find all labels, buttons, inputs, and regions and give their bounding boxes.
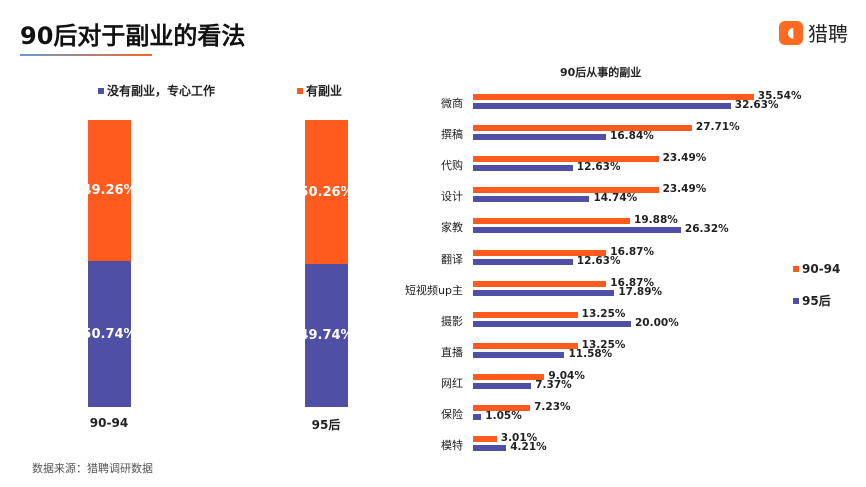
data-label: 7.23% xyxy=(534,401,571,413)
legend-90-94: 90-94 xyxy=(793,262,840,276)
category-label: 撰稿 xyxy=(441,128,463,142)
bar-segment-side-job: 49.26% xyxy=(82,120,137,262)
data-label: 16.84% xyxy=(610,130,654,143)
data-label: 12.63% xyxy=(576,254,621,267)
bar-90-94 xyxy=(473,311,578,318)
bar-90-94 xyxy=(473,156,659,163)
bar-90-94 xyxy=(473,249,607,256)
liepin-logo-icon: ◖ xyxy=(779,20,803,45)
legend-label: 有副业 xyxy=(306,84,343,98)
data-label: 16.87% xyxy=(610,245,654,258)
bar-90-94 xyxy=(473,280,607,287)
data-label: 16.87% xyxy=(610,276,654,289)
data-label: 20.00% xyxy=(635,316,679,329)
category-label: 翻译 xyxy=(441,252,463,266)
data-label: 11.58% xyxy=(568,347,613,360)
bar-90-94 xyxy=(473,94,754,100)
data-label: 17.89% xyxy=(618,285,663,298)
data-label: 32.63% xyxy=(734,99,779,111)
category-label: 保险 xyxy=(441,408,463,421)
bar-95 xyxy=(473,196,590,203)
category-label: 设计 xyxy=(441,190,463,204)
bar-95 xyxy=(473,320,631,327)
bar-90-94 xyxy=(473,373,545,380)
bar-90-94 xyxy=(473,125,692,132)
bar-95 xyxy=(473,382,532,389)
legend-label: 没有副业，专心工作 xyxy=(107,84,216,98)
bar-95 xyxy=(473,351,565,358)
category-label: 直播 xyxy=(441,345,463,359)
bar-95 xyxy=(473,103,731,109)
bar-95 xyxy=(473,414,482,420)
data-label: 19.88% xyxy=(634,214,678,227)
page-title: 90后对于副业的看法 xyxy=(20,22,246,50)
category-label: 短视频up主 xyxy=(405,283,463,297)
legend-label: 90-94 xyxy=(802,262,841,276)
logo: ◖ 猎聘 xyxy=(779,18,848,47)
category-label: 微商 xyxy=(441,97,463,110)
bar-95 xyxy=(473,258,573,265)
data-label: 7.37% xyxy=(535,378,572,391)
data-label: 4.21% xyxy=(510,441,547,454)
bar-90-94 xyxy=(473,218,631,225)
bar-95 xyxy=(473,227,681,234)
data-label: 1.05% xyxy=(485,410,522,422)
data-label: 3.01% xyxy=(500,432,538,445)
x-tick-label: 90-94 xyxy=(89,416,129,430)
data-label: 13.25% xyxy=(581,338,626,351)
bar-90-94 xyxy=(473,405,531,411)
logo-text: 猎聘 xyxy=(808,22,848,46)
data-label: 23.49% xyxy=(662,152,707,165)
legend-no-side-job: 没有副业，专心工作 xyxy=(98,82,215,99)
category-label: 模特 xyxy=(441,439,463,453)
legend-label: 95后 xyxy=(802,294,831,308)
category-label: 网红 xyxy=(441,376,463,390)
data-label: 14.74% xyxy=(593,192,638,205)
bar-95 xyxy=(473,289,615,296)
bar-95 xyxy=(473,445,507,452)
bar-segment-no-side-job: 49.74% xyxy=(299,264,354,407)
data-label: 26.32% xyxy=(684,223,729,236)
legend-side-job: 有副业 xyxy=(297,82,342,99)
data-label: 35.54% xyxy=(757,90,802,102)
bar-90-94 xyxy=(473,187,659,194)
bar-segment-no-side-job: 50.74% xyxy=(82,261,137,407)
bar-90-94 xyxy=(473,342,578,349)
category-label: 摄影 xyxy=(441,314,463,328)
x-tick-label: 95后 xyxy=(311,418,341,432)
data-label: 13.25% xyxy=(581,307,626,320)
data-label: 23.49% xyxy=(662,183,707,196)
title-underline xyxy=(20,54,152,56)
data-source: 数据来源：猎聘调研数据 xyxy=(32,462,153,475)
category-label: 家教 xyxy=(441,221,463,235)
data-label: 27.71% xyxy=(695,121,740,134)
category-label: 代购 xyxy=(441,159,463,173)
bar-90-94 xyxy=(473,436,497,443)
bar-95 xyxy=(473,134,607,141)
legend-95: 95后 xyxy=(793,292,831,309)
bar-segment-side-job: 50.26% xyxy=(299,120,354,265)
chart-title: 90后从事的副业 xyxy=(560,66,642,79)
data-label: 12.63% xyxy=(576,161,621,174)
bar-95 xyxy=(473,165,573,172)
data-label: 9.04% xyxy=(548,369,585,382)
